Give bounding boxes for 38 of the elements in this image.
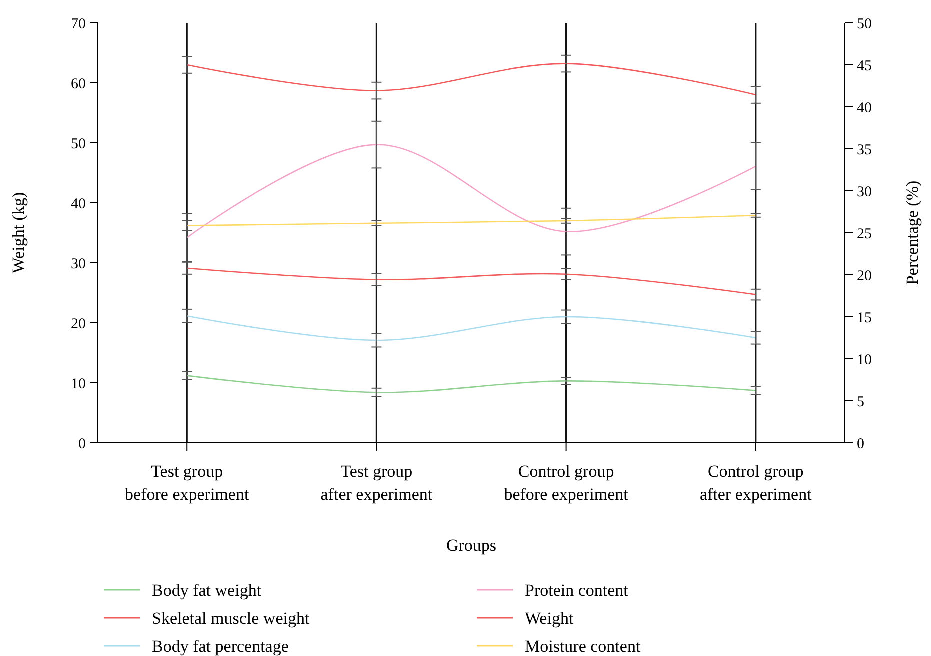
- y2-tick-label: 40: [857, 100, 872, 116]
- y2-tick-label: 0: [857, 436, 864, 452]
- line-series: [186, 268, 757, 296]
- line-series: [186, 214, 757, 226]
- y-tick-label: 20: [71, 316, 86, 332]
- y-tick-label: 70: [71, 16, 86, 32]
- y-tick-label: 10: [71, 376, 86, 392]
- line-series: [186, 316, 757, 342]
- y-tick-label: 50: [71, 136, 86, 152]
- y-tick-label: 40: [71, 196, 86, 212]
- y2-tick-label: 10: [857, 352, 872, 368]
- y2-tick-label: 5: [857, 394, 864, 410]
- legend-label: Skeletal muscle weight: [152, 608, 310, 628]
- y-tick-label: 60: [71, 76, 86, 92]
- x-axis-title: Groups: [446, 536, 497, 555]
- y2-tick-label: 45: [857, 58, 872, 74]
- legend-label: Moisture content: [525, 636, 641, 656]
- legend-label: Protein content: [525, 580, 629, 600]
- y2-tick-label: 15: [857, 310, 872, 326]
- y2-tick-label: 25: [857, 226, 872, 242]
- x-tick-label: Test group after experiment: [320, 462, 433, 504]
- y-tick-label: 0: [78, 436, 86, 452]
- y2-tick-label: 20: [857, 268, 872, 284]
- legend-label: Body fat weight: [152, 580, 262, 600]
- legend-label: Body fat percentage: [152, 636, 289, 656]
- y2-axis-title: Percentage (%): [903, 180, 922, 286]
- x-tick-label: Control group before experiment: [504, 462, 629, 504]
- line-series: [186, 144, 757, 238]
- line-series: [186, 375, 757, 394]
- y-tick-label: 30: [71, 256, 86, 272]
- x-tick-label: Test group before experiment: [125, 462, 250, 504]
- y2-tick-label: 50: [857, 16, 872, 32]
- line-series: [186, 63, 757, 96]
- legend-label: Weight: [525, 608, 574, 628]
- y2-tick-label: 35: [857, 142, 872, 158]
- y-axis-title: Weight (kg): [9, 192, 28, 274]
- y2-tick-label: 30: [857, 184, 872, 200]
- x-tick-label: Control group after experiment: [700, 462, 812, 504]
